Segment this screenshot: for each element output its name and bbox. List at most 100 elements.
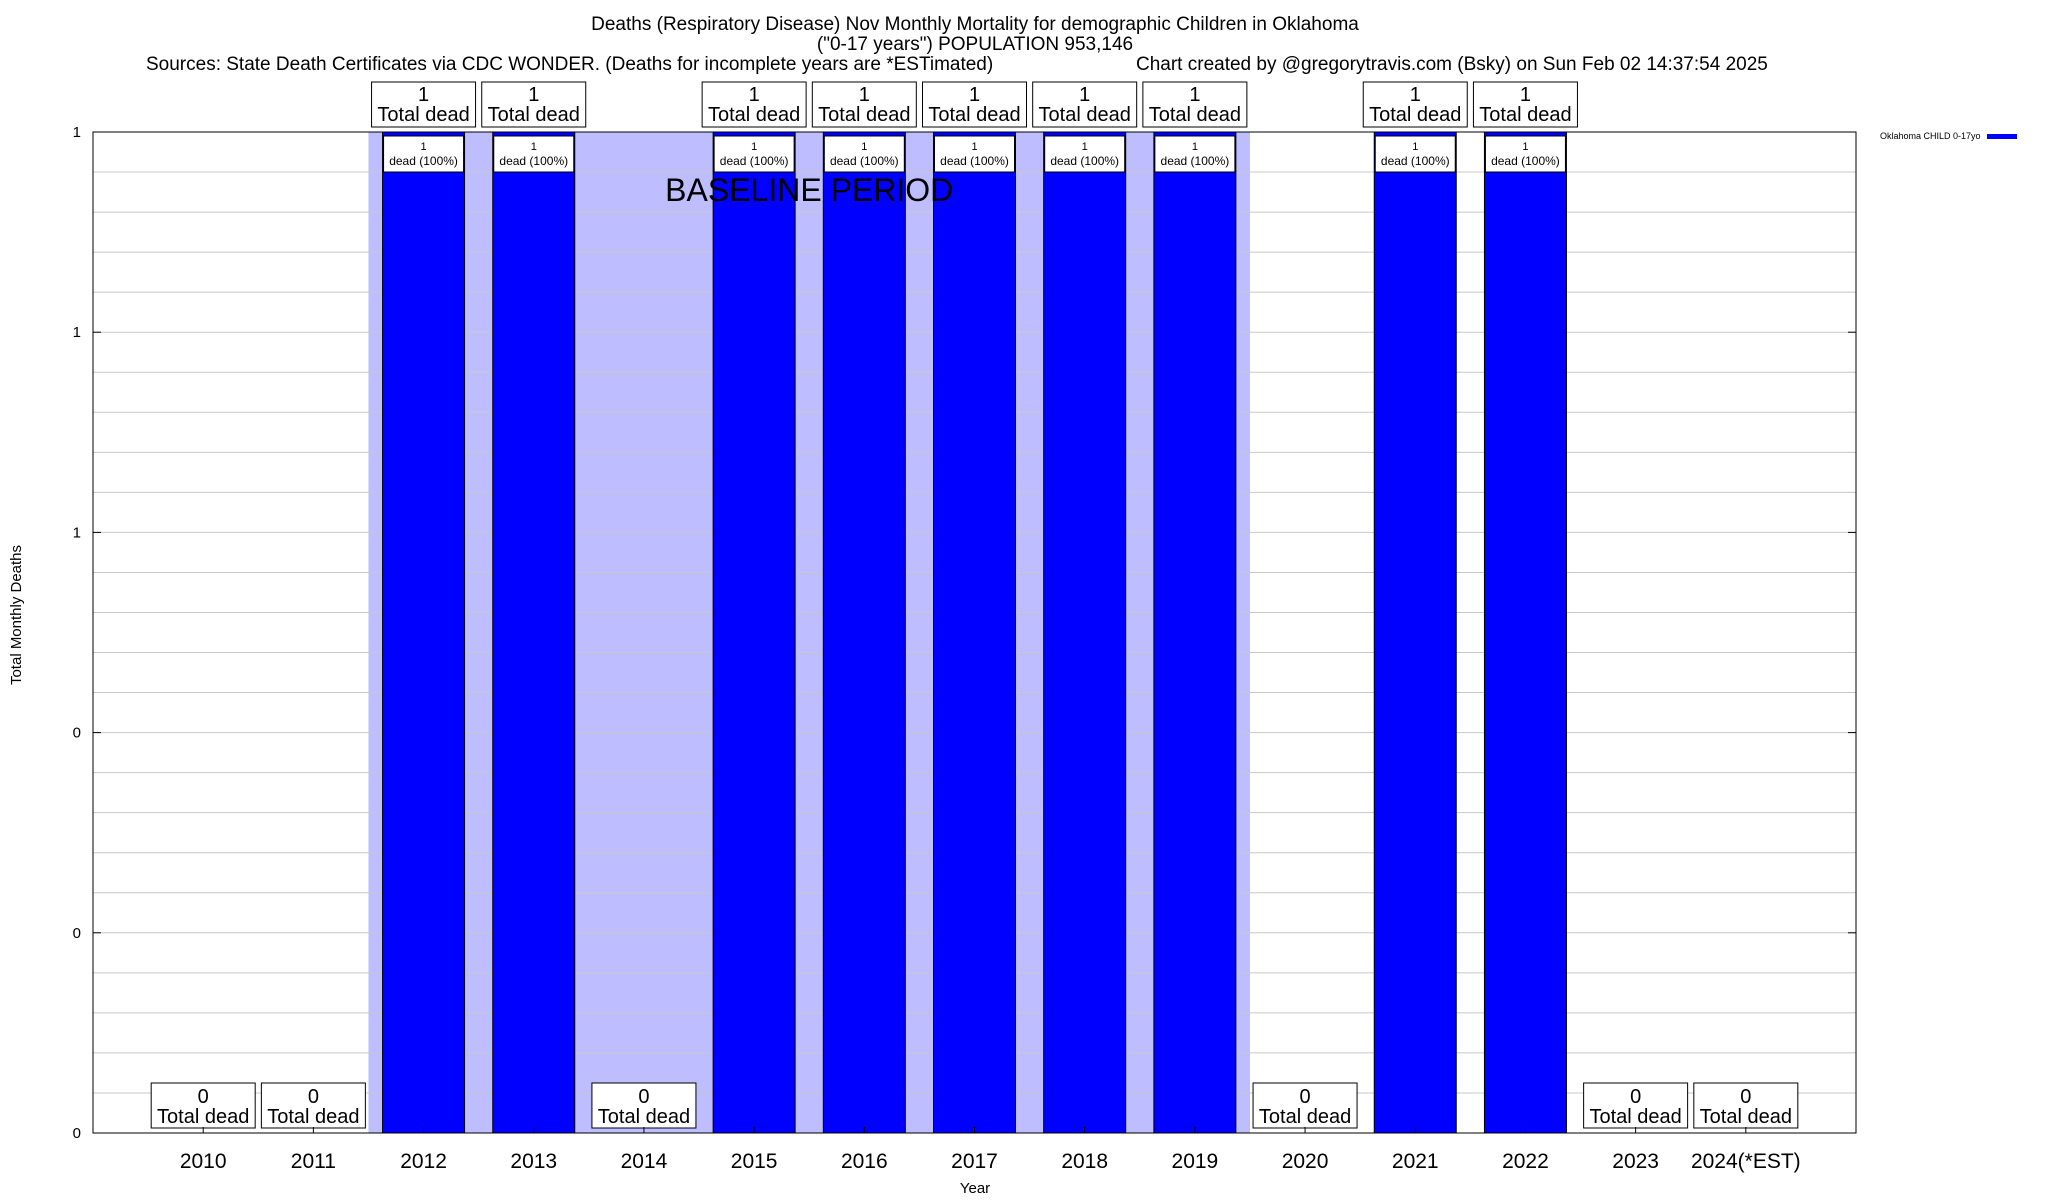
total-dead-value: 1 <box>749 84 760 106</box>
total-dead-value: 0 <box>638 1086 649 1108</box>
total-dead-label: Total dead <box>928 104 1020 126</box>
x-tick-label: 2014 <box>621 1150 668 1173</box>
bar-inner-label-box <box>1484 135 1566 173</box>
chart-credit-text: Chart created by @gregorytravis.com (Bsk… <box>1136 54 1768 75</box>
bar-inner-label-box <box>493 135 575 173</box>
total-dead-box <box>701 81 807 128</box>
bar-inner-value: 1 <box>421 141 427 153</box>
bar-inner-label-box <box>934 135 1015 173</box>
total-dead-label: Total dead <box>1039 104 1131 126</box>
bar-inner-label-box <box>1044 135 1126 173</box>
x-tick-label: 2012 <box>400 1150 447 1173</box>
bar <box>1153 131 1237 1134</box>
bar <box>933 131 1016 1134</box>
y-tick-label: 1 <box>73 524 81 541</box>
total-dead-value: 1 <box>1410 84 1421 106</box>
total-dead-label: Total dead <box>708 104 800 126</box>
total-dead-box <box>1693 1082 1799 1129</box>
y-tick-label: 0 <box>73 1125 81 1142</box>
total-dead-box <box>922 81 1027 128</box>
x-axis-label: Year <box>959 1180 991 1197</box>
baseline-period-label: BASELINE PERIOD <box>665 172 953 208</box>
total-dead-box <box>150 1082 256 1129</box>
x-tick-label: 2010 <box>180 1150 227 1173</box>
bar-inner-label-box <box>1374 135 1456 173</box>
total-dead-value: 1 <box>969 84 980 106</box>
chart-title-line-2: ("0-17 years") POPULATION 953,146 <box>816 34 1134 55</box>
x-tick-label: 2019 <box>1172 1150 1219 1173</box>
total-dead-value: 1 <box>859 84 870 106</box>
x-tick-label: 2015 <box>731 1150 778 1173</box>
chart-title-line-1: Deaths (Respiratory Disease) Nov Monthly… <box>591 14 1359 35</box>
bar <box>1373 131 1457 1134</box>
bar-inner-value: 1 <box>1412 141 1418 153</box>
y-tick-label: 1 <box>73 124 81 141</box>
y-tick-label: 0 <box>73 925 81 942</box>
total-dead-box <box>260 1082 366 1129</box>
bar-inner-percent: dead (100%) <box>1491 154 1560 168</box>
bar <box>712 131 796 1134</box>
total-dead-value: 0 <box>198 1086 209 1108</box>
total-dead-label: Total dead <box>377 104 469 126</box>
bar <box>1043 131 1127 1134</box>
total-dead-box <box>1583 1082 1689 1129</box>
x-tick-label: 2016 <box>841 1150 888 1173</box>
bar-inner-label-box <box>383 135 465 173</box>
x-tick-label: 2021 <box>1392 1150 1439 1173</box>
total-dead-label: Total dead <box>488 104 580 126</box>
x-tick-label: 2020 <box>1282 1150 1329 1173</box>
total-dead-value: 0 <box>1630 1086 1641 1108</box>
y-tick-label: 0 <box>73 725 81 742</box>
bar-inner-percent: dead (100%) <box>499 154 568 168</box>
total-dead-label: Total dead <box>818 104 910 126</box>
bar <box>822 131 906 1134</box>
total-dead-box <box>481 81 587 128</box>
bar-inner-value: 1 <box>1082 141 1088 153</box>
total-dead-label: Total dead <box>1149 104 1241 126</box>
bar-inner-percent: dead (100%) <box>1050 154 1119 168</box>
bar-inner-percent: dead (100%) <box>1161 154 1230 168</box>
x-tick-label: 2017 <box>951 1150 998 1173</box>
total-dead-box <box>591 1082 697 1129</box>
total-dead-value: 1 <box>1189 84 1200 106</box>
bar-inner-value: 1 <box>971 141 977 153</box>
y-tick-label: 1 <box>73 324 81 341</box>
bar-inner-percent: dead (100%) <box>389 154 458 168</box>
total-dead-box <box>1362 81 1468 128</box>
total-dead-label: Total dead <box>1479 104 1571 126</box>
total-dead-box <box>811 81 917 128</box>
legend-swatch <box>1986 133 2017 139</box>
total-dead-label: Total dead <box>1259 1106 1351 1128</box>
total-dead-label: Total dead <box>1369 104 1461 126</box>
x-tick-label: 2011 <box>291 1150 336 1173</box>
y-axis-label: Total Monthly Deaths <box>8 544 25 686</box>
total-dead-box <box>1252 1082 1358 1129</box>
bar-inner-value: 1 <box>751 141 757 153</box>
total-dead-box <box>1032 81 1138 128</box>
x-tick-label: 2022 <box>1502 1150 1549 1173</box>
x-tick-label: 2013 <box>510 1150 557 1173</box>
total-dead-box <box>1472 81 1578 128</box>
bar-inner-value: 1 <box>1192 141 1198 153</box>
x-tick-label: 2023 <box>1612 1150 1659 1173</box>
bar-inner-label-box <box>823 135 905 173</box>
bar-inner-label-box <box>713 135 795 173</box>
bar-inner-value: 1 <box>531 141 537 153</box>
bar <box>1483 131 1567 1134</box>
bar-inner-percent: dead (100%) <box>720 154 789 168</box>
bar-inner-value: 1 <box>861 141 867 153</box>
total-dead-label: Total dead <box>267 1106 359 1128</box>
bar-inner-percent: dead (100%) <box>1381 154 1450 168</box>
total-dead-value: 1 <box>418 84 429 106</box>
total-dead-value: 0 <box>1740 1086 1751 1108</box>
total-dead-label: Total dead <box>1700 1106 1792 1128</box>
total-dead-value: 1 <box>528 84 539 106</box>
x-tick-label: 2024(*EST) <box>1691 1150 1801 1173</box>
total-dead-value: 0 <box>308 1086 319 1108</box>
total-dead-label: Total dead <box>157 1106 249 1128</box>
bar <box>382 131 466 1134</box>
total-dead-value: 1 <box>1520 84 1531 106</box>
bar-inner-percent: dead (100%) <box>830 154 899 168</box>
x-tick-label: 2018 <box>1061 1150 1108 1173</box>
